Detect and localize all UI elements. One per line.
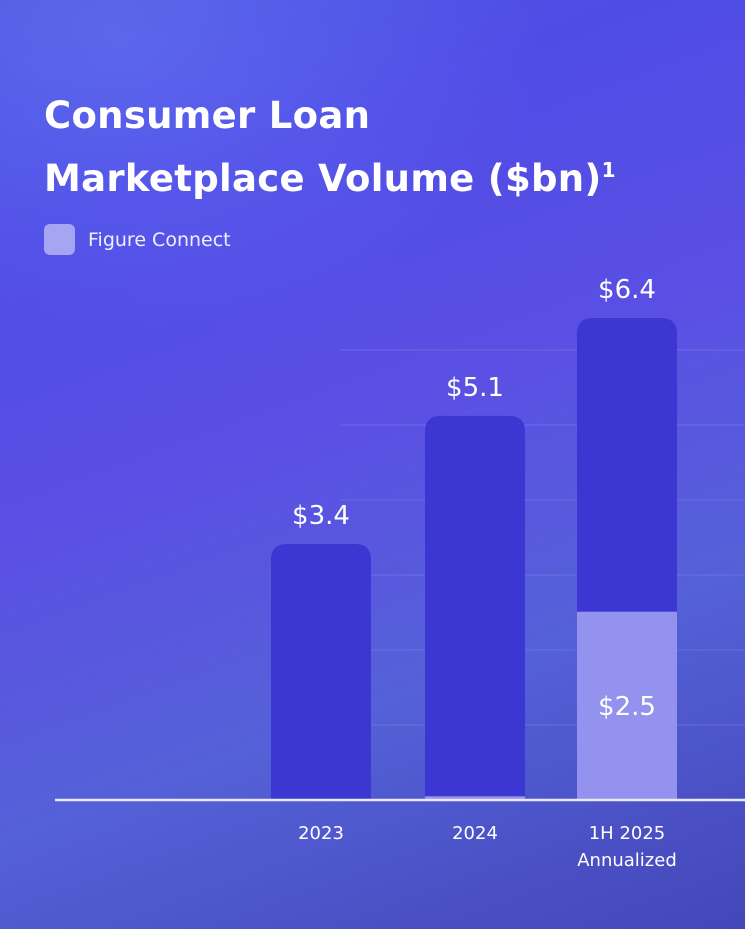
- title-footnote-marker: 1: [601, 158, 616, 182]
- title-line-1: Consumer Loan: [44, 94, 371, 137]
- category-label-3-line-2: Annualized: [577, 850, 677, 871]
- category-label-3-line-1: 1H 2025: [589, 823, 666, 844]
- data-label-total-1: $3.4: [292, 501, 350, 531]
- legend-label-figure-connect: Figure Connect: [88, 228, 231, 251]
- bar-total-2: [425, 415, 525, 800]
- data-label-total-3: $6.4: [598, 275, 656, 305]
- bar-total-1: [271, 543, 371, 800]
- title-line-2: Marketplace Volume ($bn): [44, 157, 602, 200]
- data-label-figure-connect-3: $2.5: [598, 692, 656, 722]
- category-label-2-line-1: 2024: [452, 823, 498, 844]
- legend: Figure Connect: [44, 224, 231, 255]
- chart-title: Consumer Loan Marketplace Volume ($bn)1: [44, 88, 616, 206]
- legend-swatch-figure-connect: [44, 224, 75, 255]
- category-label-1-line-1: 2023: [298, 823, 344, 844]
- bar-figure-connect-3: [577, 611, 677, 800]
- bar-figure-connect-2: [425, 796, 525, 800]
- data-label-total-2: $5.1: [446, 373, 504, 403]
